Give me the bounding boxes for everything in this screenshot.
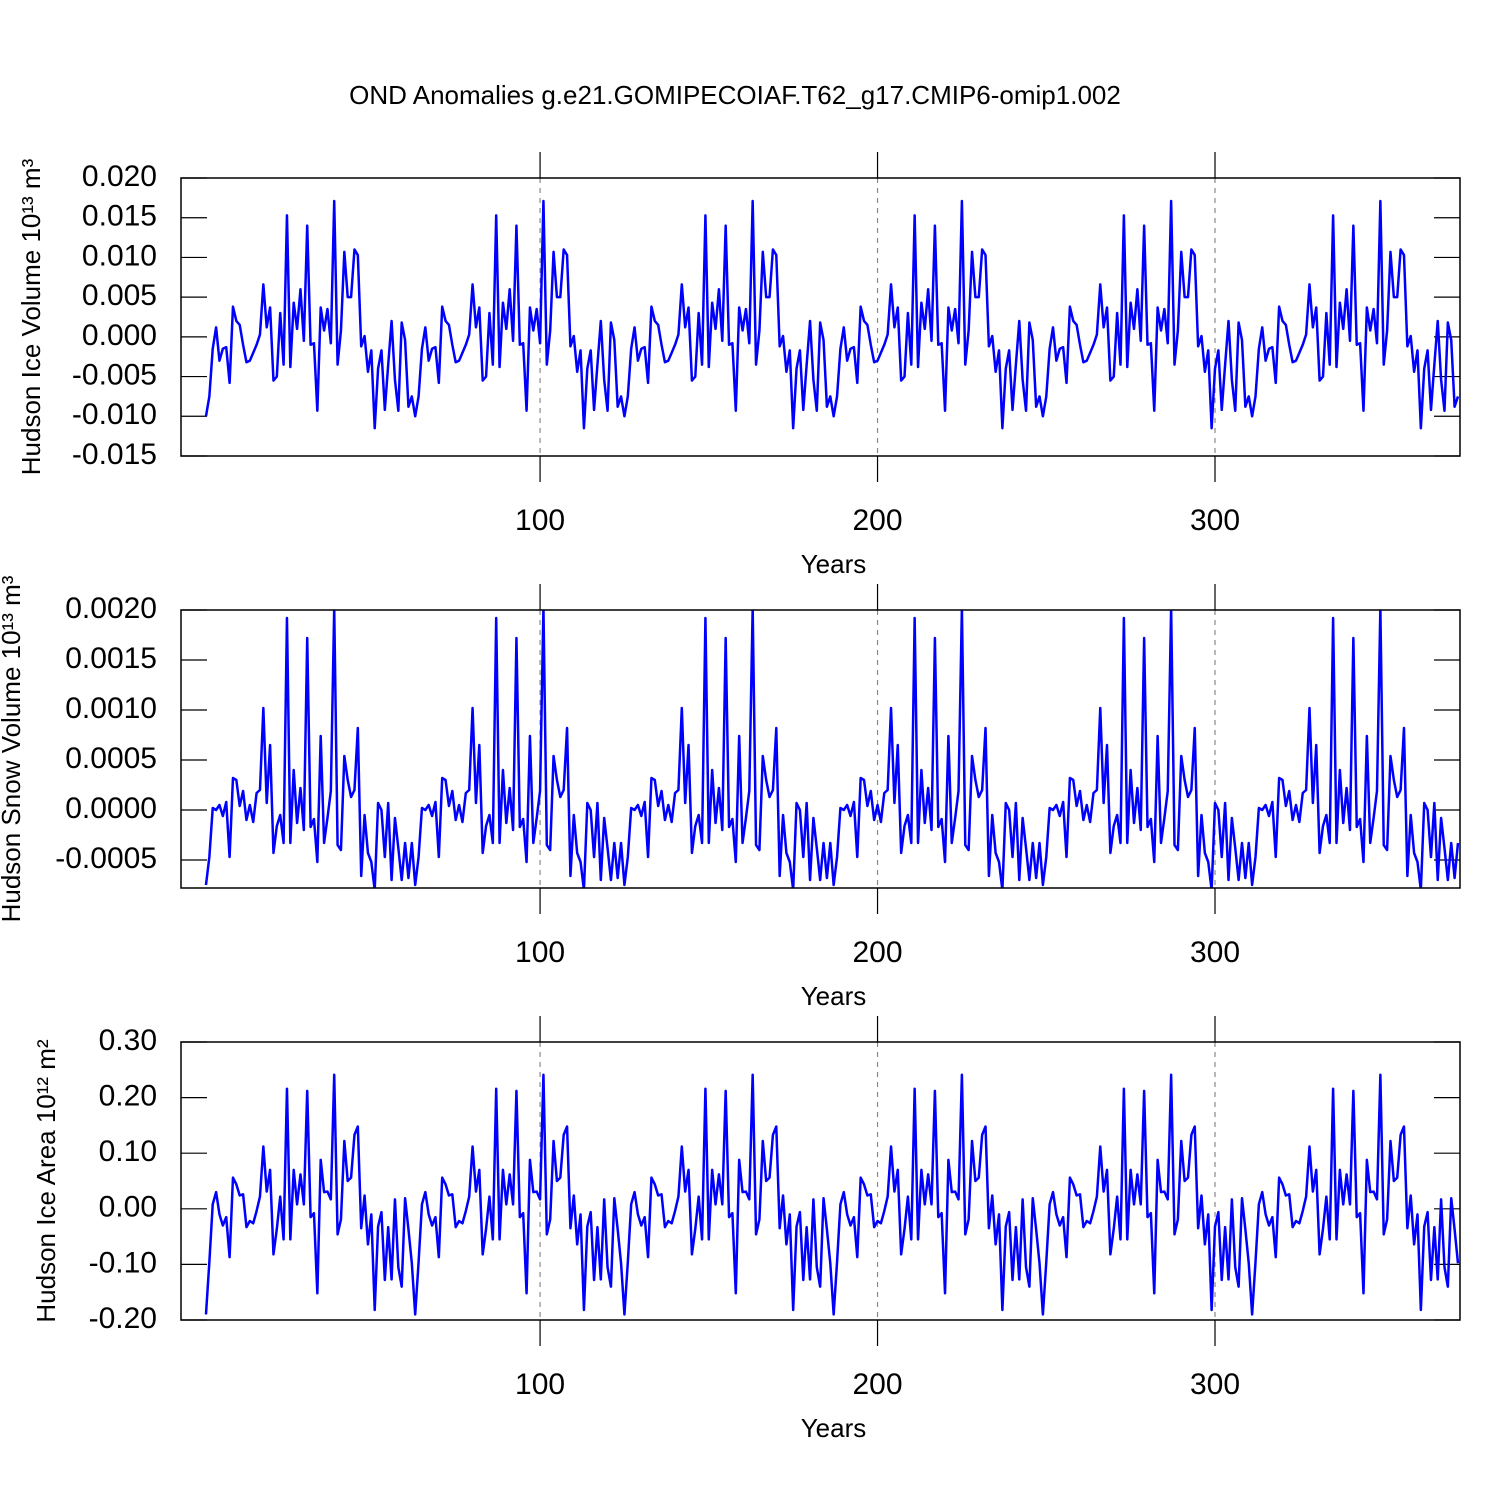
y-tick-label: -0.005 — [72, 358, 157, 391]
chart-title: OND Anomalies g.e21.GOMIPECOIAF.T62_g17.… — [349, 80, 1121, 110]
y-tick-label: 0.0005 — [65, 742, 157, 775]
y-tick-label: -0.10 — [89, 1246, 157, 1279]
x-axis-label: Years — [801, 1413, 867, 1443]
data-line — [204, 1073, 1460, 1316]
y-tick-label: -0.010 — [72, 398, 157, 431]
y-tick-label: 0.10 — [99, 1135, 157, 1168]
x-tick-label: 100 — [515, 504, 565, 537]
plot-frame — [180, 177, 1461, 457]
x-tick-label: 300 — [1190, 936, 1240, 969]
x-tick-label: 200 — [853, 936, 903, 969]
y-axis-label: Hudson Snow Volume 10¹³ m³ — [0, 575, 26, 922]
plot-frame — [180, 609, 1461, 889]
x-tick-label: 100 — [515, 1368, 565, 1401]
y-tick-label: 0.020 — [82, 160, 157, 193]
x-axis-label: Years — [801, 981, 867, 1011]
x-tick-label: 300 — [1190, 504, 1240, 537]
y-tick-label: -0.0005 — [55, 842, 157, 875]
data-line — [204, 199, 1460, 430]
y-tick-label: 0.0015 — [65, 642, 157, 675]
y-tick-label: 0.00 — [99, 1191, 157, 1224]
y-tick-label: 0.005 — [82, 279, 157, 312]
x-tick-label: 100 — [515, 936, 565, 969]
y-tick-label: 0.010 — [82, 239, 157, 272]
y-tick-label: 0.0020 — [65, 592, 157, 625]
x-axis-label: Years — [801, 549, 867, 579]
y-axis-label: Hudson Ice Area 10¹² m² — [31, 1039, 61, 1323]
y-tick-label: -0.015 — [72, 438, 157, 471]
y-tick-label: 0.0010 — [65, 692, 157, 725]
y-tick-label: 0.0000 — [65, 792, 157, 825]
x-tick-label: 300 — [1190, 1368, 1240, 1401]
y-tick-label: 0.015 — [82, 200, 157, 233]
data-line — [204, 610, 1460, 888]
y-tick-label: 0.000 — [82, 319, 157, 352]
plot-frame — [180, 1041, 1461, 1321]
y-tick-label: -0.20 — [89, 1302, 157, 1335]
x-tick-label: 200 — [853, 1368, 903, 1401]
x-tick-label: 200 — [853, 504, 903, 537]
y-tick-label: 0.30 — [99, 1024, 157, 1057]
y-axis-label: Hudson Ice Volume 10¹³ m³ — [16, 158, 46, 475]
y-tick-label: 0.20 — [99, 1080, 157, 1113]
